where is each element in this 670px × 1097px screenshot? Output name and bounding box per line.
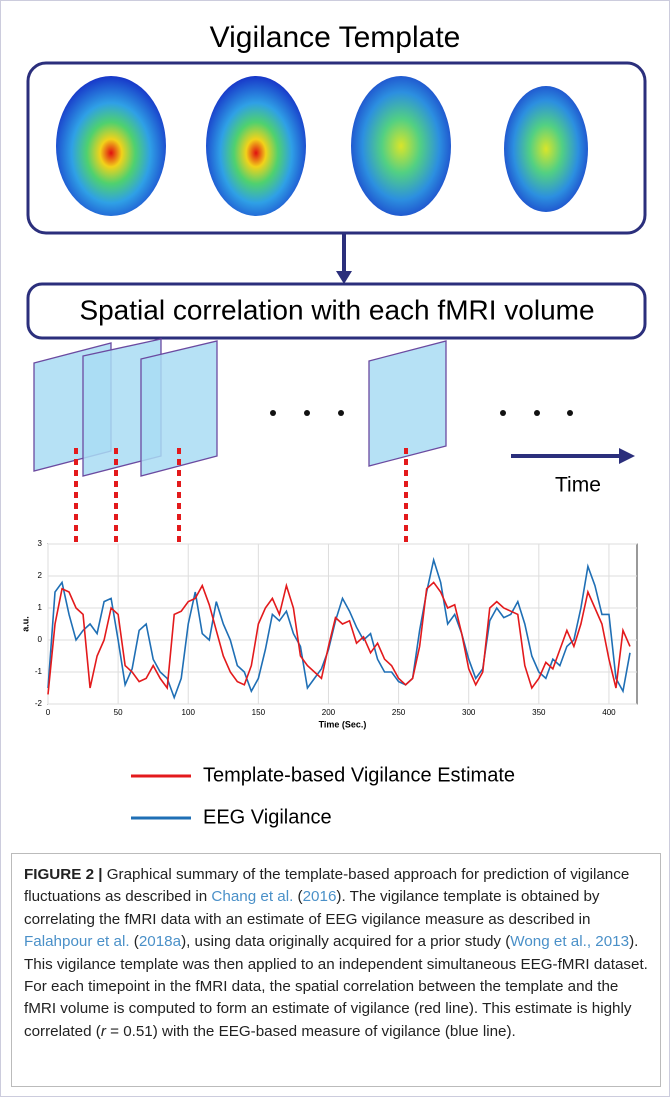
caption-text: ( xyxy=(293,888,303,906)
time-arrow-head xyxy=(619,448,635,464)
y-tick-label: 3 xyxy=(38,539,43,548)
caption-text: = 0.51) with the EEG-based measure of vi… xyxy=(105,1022,516,1040)
caption-text: ), using data originally acquired for a … xyxy=(181,933,511,951)
brain-slice xyxy=(351,76,451,216)
chart: -2 -1 0 1 2 3 0 50 100 150 200 250 300 350 400 Time (Se… xyxy=(20,539,638,828)
correlation-label: Spatial correlation with each fMRI volum… xyxy=(79,294,594,325)
flow-arrow-head xyxy=(336,271,352,284)
caption-label: FIGURE 2 | xyxy=(24,866,103,883)
citation-link[interactable]: 2018a xyxy=(138,933,182,951)
y-axis-title: a.u. xyxy=(20,616,30,632)
citation-link[interactable]: Chang et al. xyxy=(211,888,294,906)
template-box xyxy=(26,61,647,235)
y-tick-label: 0 xyxy=(38,635,43,644)
x-tick-label: 50 xyxy=(114,708,123,717)
y-tick-label: 1 xyxy=(38,603,43,612)
series-line xyxy=(47,581,631,695)
x-tick-label: 100 xyxy=(182,708,196,717)
y-tick-label: 2 xyxy=(38,571,43,580)
x-tick-label: 400 xyxy=(602,708,616,717)
fmri-volumes xyxy=(33,338,447,477)
fmri-volume xyxy=(368,340,447,467)
x-tick-label: 300 xyxy=(462,708,476,717)
caption-text: ). This vigilance template was then appl… xyxy=(24,933,648,1040)
brain-slice xyxy=(504,86,588,212)
caption-italic: r xyxy=(100,1022,106,1040)
caption-text: ( xyxy=(129,933,139,951)
x-tick-label: 200 xyxy=(322,708,336,717)
citation-link[interactable]: Falahpour et al. xyxy=(24,933,130,951)
x-tick-label: 150 xyxy=(252,708,266,717)
y-tick-label: -1 xyxy=(35,667,43,676)
brain-slice xyxy=(206,76,306,216)
x-tick-label: 0 xyxy=(46,708,51,717)
ellipsis xyxy=(270,410,573,416)
caption: FIGURE 2 | Graphical summary of the temp… xyxy=(11,853,661,1087)
brain-slice xyxy=(56,76,166,216)
x-axis-title: Time (Sec.) xyxy=(319,719,367,729)
x-tick-label: 250 xyxy=(392,708,406,717)
fmri-volume xyxy=(140,340,218,477)
caption-text: Graphical summary of the template-based … xyxy=(24,866,630,906)
series-line xyxy=(47,556,631,700)
time-label: Time xyxy=(555,474,601,497)
citation-link[interactable]: 2016 xyxy=(302,888,337,906)
legend-label: Template-based Vigilance Estimate xyxy=(203,764,515,786)
x-tick-label: 350 xyxy=(532,708,546,717)
template-title: Vigilance Template xyxy=(210,21,461,54)
legend-label: EEG Vigilance xyxy=(203,806,332,828)
citation-link[interactable]: Wong et al., 2013 xyxy=(510,933,630,951)
y-tick-label: -2 xyxy=(35,699,43,708)
correlation-box xyxy=(26,282,647,340)
figure-graphic: Vigilance Template Spatial correlation w… xyxy=(20,21,647,828)
caption-text: ). The vigilance template is obtained by… xyxy=(24,888,600,928)
